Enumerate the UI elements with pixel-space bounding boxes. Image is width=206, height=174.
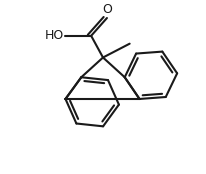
Text: HO: HO bbox=[44, 29, 63, 42]
Text: O: O bbox=[102, 3, 112, 16]
